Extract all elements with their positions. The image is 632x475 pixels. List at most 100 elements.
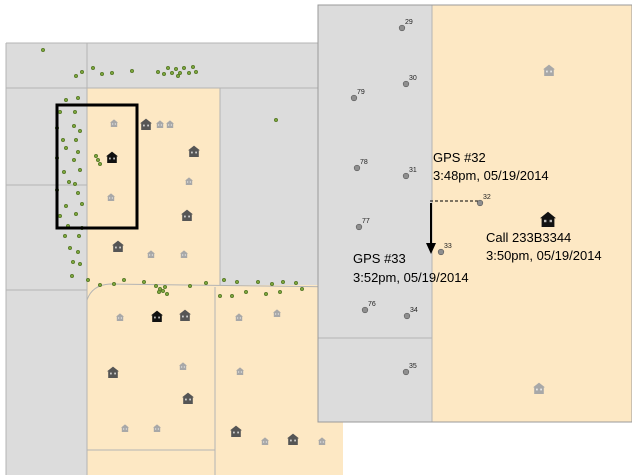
gps-point-label: 30	[409, 75, 417, 82]
gps-point-label: 78	[360, 159, 368, 166]
gps-trail-dot	[95, 157, 101, 163]
gps-trail-dot	[229, 293, 235, 299]
gps-point-79[interactable]	[350, 94, 358, 102]
call-time: 3:50pm, 05/19/2014	[486, 248, 602, 263]
gps-trail-dot	[75, 249, 81, 255]
gps-trail-dot	[161, 71, 167, 77]
gps-trail-dot	[109, 70, 115, 76]
gps-trail-dot	[177, 70, 183, 76]
gps-trail-dot	[72, 181, 78, 187]
gps-trail-dot	[193, 69, 199, 75]
gps-trail-dot	[234, 279, 240, 285]
gps-trail-dot	[61, 169, 67, 175]
gps-trail-dot	[73, 73, 79, 79]
gps-trail-dot	[57, 109, 63, 115]
gps-trail-dot	[57, 213, 63, 219]
gps-trail-dot	[67, 245, 73, 251]
gps-trail-dot	[79, 69, 85, 75]
gps-trail-dot	[160, 288, 166, 294]
gps-trail-dot	[173, 66, 179, 72]
gps-point-label: 77	[362, 218, 370, 225]
gps-trail-dot	[221, 277, 227, 283]
gps-trail-dot	[299, 286, 305, 292]
gps-trail-dot	[111, 281, 117, 287]
gps-point-33[interactable]	[437, 248, 445, 256]
gps-trail-dot	[187, 283, 193, 289]
inset-frame	[317, 4, 632, 423]
gps-trail-dot	[77, 261, 83, 267]
gps-trail-dot	[99, 71, 105, 77]
gps-trail-dot	[77, 167, 83, 173]
gps-trail-dot	[62, 233, 68, 239]
gps-trail-dot	[190, 64, 196, 70]
gps-point-31[interactable]	[402, 172, 410, 180]
detail-gray-parcel	[318, 5, 432, 422]
gps-trail-dot	[72, 109, 78, 115]
gps-trail-dot	[181, 65, 187, 71]
gps-point-35[interactable]	[402, 368, 410, 376]
gps-trail-dot	[40, 47, 46, 53]
gps-trail-dot	[153, 283, 159, 289]
gps-point-77[interactable]	[355, 223, 363, 231]
gps-trail-dot	[69, 273, 75, 279]
extent-box[interactable]	[55, 103, 139, 230]
gps-point-label: 34	[410, 307, 418, 314]
gps-trail-dot	[75, 190, 81, 196]
gps-trail-dot	[79, 201, 85, 207]
gps-trail-dot	[165, 65, 171, 71]
gps-trail-dot	[186, 70, 192, 76]
gps-trail-dot	[71, 123, 77, 129]
gps-trail-dot	[85, 277, 91, 283]
gps-point-32[interactable]	[476, 199, 484, 207]
gps-points: 29 30 79 78 31 32 77 33 76 34 35	[350, 19, 491, 376]
gps-trail-dot	[293, 280, 299, 286]
gps-point-label: 32	[483, 194, 491, 201]
gps-trail-dot	[141, 279, 147, 285]
gps-trail-dot	[63, 145, 69, 151]
gps33-title: GPS #33	[353, 251, 406, 266]
gps-point-78[interactable]	[353, 164, 361, 172]
gps-trail-dot	[73, 211, 79, 217]
gps-point-29[interactable]	[398, 24, 406, 32]
gps-trail-dot	[217, 293, 223, 299]
arrow-down-icon	[426, 203, 436, 254]
gps-trail-dot	[155, 69, 161, 75]
gps-trail-dot	[93, 153, 99, 159]
gps-point-34[interactable]	[403, 312, 411, 320]
gps-trail-dot	[75, 95, 81, 101]
gps-trail-dot	[97, 282, 103, 288]
gps-point-label: 29	[405, 19, 413, 26]
overview-map[interactable]	[5, 42, 344, 475]
gps-point-label: 35	[409, 363, 417, 370]
gps-trail-dot	[70, 259, 76, 265]
gps-trail-dot	[60, 137, 66, 143]
gps-trail-dot	[121, 277, 127, 283]
gps-point-76[interactable]	[361, 306, 369, 314]
gps-trail-dot	[269, 281, 275, 287]
gps-trail-dot	[277, 289, 283, 295]
gps-trail-dot	[97, 161, 103, 167]
gps-trail-dot	[162, 284, 168, 290]
gps-trail-dot	[175, 73, 181, 79]
gps-trail-dot	[129, 68, 135, 74]
gps-point-30[interactable]	[402, 80, 410, 88]
gps-trail-dot	[280, 279, 286, 285]
detail-inset-map[interactable]: 29 30 79 78 31 32 77 33 76 34 35 GPS #32 3:48pm, 0…	[317, 4, 632, 423]
gps-trail-dot	[63, 203, 69, 209]
gps-trail-dot	[203, 280, 209, 286]
call-title: Call 233B3344	[486, 230, 571, 245]
gps-trail-dot	[169, 70, 175, 76]
gps-trail-dot	[71, 157, 77, 163]
gps32-time: 3:48pm, 05/19/2014	[433, 168, 549, 183]
gps-trail-dot	[73, 137, 79, 143]
overview-parcels	[5, 42, 344, 475]
gps-trail-dot	[66, 179, 72, 185]
gps-trail-dot	[273, 117, 279, 123]
gps-trail-dot	[164, 291, 170, 297]
gps33-time: 3:52pm, 05/19/2014	[353, 270, 469, 285]
gps-trail-dot	[263, 291, 269, 297]
gps-trail-dot	[243, 289, 249, 295]
gps-trail-dot	[63, 97, 69, 103]
gps32-title: GPS #32	[433, 150, 486, 165]
